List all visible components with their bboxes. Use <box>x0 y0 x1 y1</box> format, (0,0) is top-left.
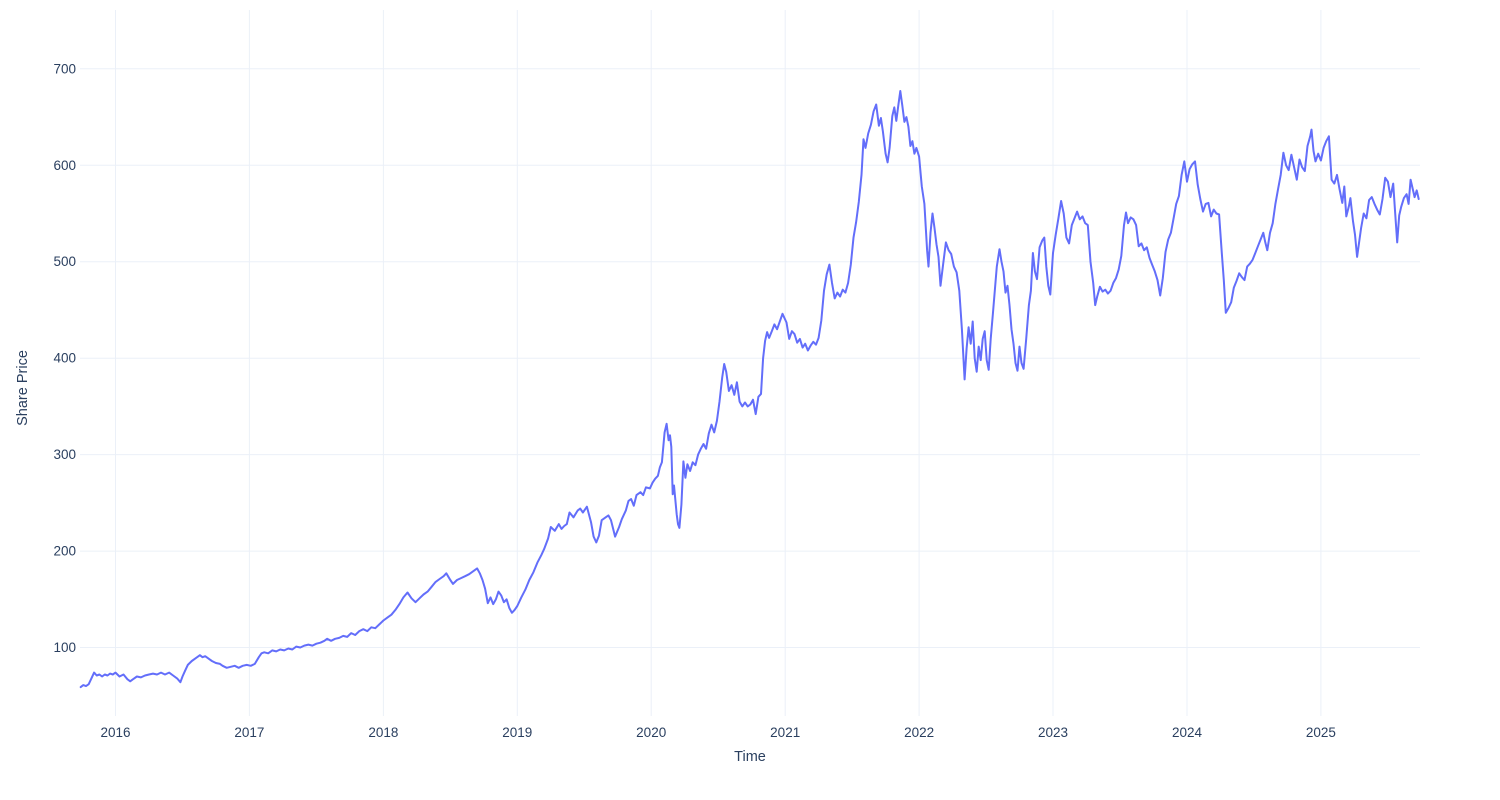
gridlines <box>80 10 1420 716</box>
y-tick-label: 400 <box>53 351 76 366</box>
y-tick-label: 200 <box>53 544 76 559</box>
x-tick-label: 2024 <box>1172 725 1203 740</box>
y-tick-label: 300 <box>53 447 76 462</box>
x-tick-label: 2023 <box>1038 725 1068 740</box>
x-tick-label: 2017 <box>234 725 264 740</box>
plot-area[interactable] <box>80 10 1420 716</box>
y-axis-title: Share Price <box>15 350 31 426</box>
x-tick-label: 2022 <box>904 725 934 740</box>
x-tick-label: 2025 <box>1306 725 1336 740</box>
y-axis-tick-labels: 100 200 300 400 500 600 700 <box>53 61 76 655</box>
x-tick-label: 2018 <box>368 725 398 740</box>
x-axis-title: Time <box>734 749 766 765</box>
x-axis-tick-labels: 2016 2017 2018 2019 2020 2021 2022 2023 2024 2025 <box>100 725 1335 740</box>
share-price-line-series[interactable] <box>79 90 1420 689</box>
y-tick-label: 600 <box>53 158 76 173</box>
x-tick-label: 2020 <box>636 725 666 740</box>
x-tick-label: 2021 <box>770 725 800 740</box>
y-tick-label: 500 <box>53 254 76 269</box>
x-tick-label: 2016 <box>100 725 130 740</box>
x-tick-label: 2019 <box>502 725 532 740</box>
y-tick-label: 700 <box>53 61 76 76</box>
y-tick-label: 100 <box>53 640 76 655</box>
